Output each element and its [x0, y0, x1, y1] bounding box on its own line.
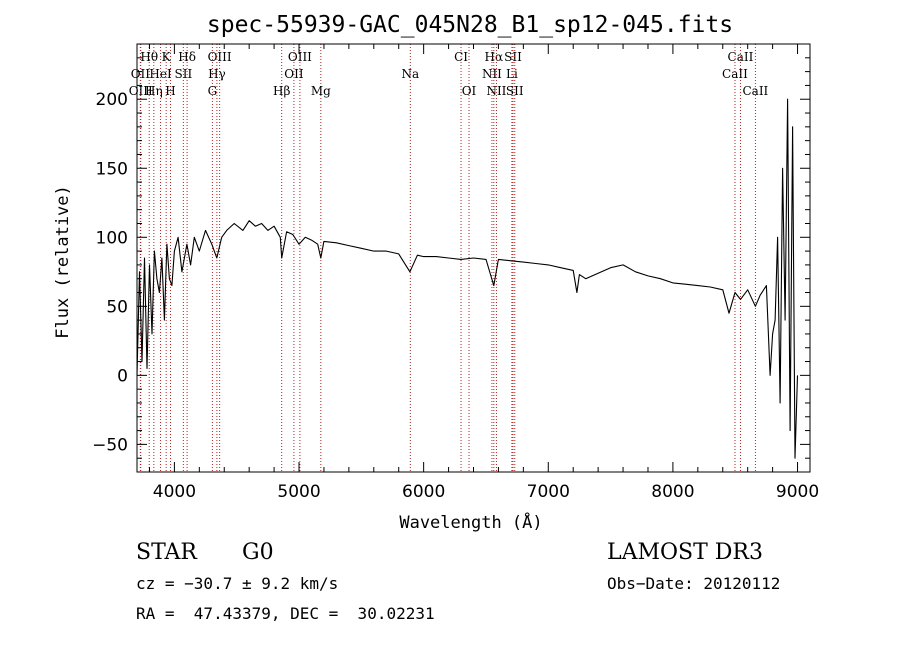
x-tick-label: 8000: [651, 482, 694, 502]
x-axis: 4000 5000 6000 7000 8000 9000: [148, 44, 819, 502]
line-label: Hδ: [178, 50, 196, 64]
y-tick-label: 100: [96, 228, 128, 248]
obs-date: Obs−Date: 20120112: [607, 574, 781, 593]
line-label: Hβ: [273, 84, 290, 98]
y-tick-label: 0: [117, 366, 128, 386]
line-label: CaII: [728, 50, 754, 64]
line-label: Hθ: [140, 50, 158, 64]
redshift-text: cz = −30.7 ± 9.2 km/s: [136, 574, 339, 593]
line-label: Mg: [311, 84, 331, 98]
y-tick-label: 150: [96, 159, 128, 179]
line-label: NII: [482, 67, 502, 81]
line-label: OIII: [288, 50, 312, 64]
line-label: G: [208, 84, 218, 98]
line-label: CI: [454, 50, 468, 64]
line-label: H: [165, 84, 175, 98]
line-label: Na: [401, 67, 419, 81]
line-label: SII: [175, 67, 193, 81]
line-label: Hα: [485, 50, 504, 64]
line-label: HeI: [149, 67, 172, 81]
x-tick-label: 9000: [776, 482, 819, 502]
line-label: OI: [462, 84, 477, 98]
line-label: OIII: [129, 84, 153, 98]
line-label: K: [162, 50, 172, 64]
line-label: NII: [486, 84, 506, 98]
line-label: Li: [506, 67, 518, 81]
x-axis-label: Wavelength (Å): [399, 511, 542, 533]
object-subclass: G0: [242, 540, 274, 565]
spectrum-line: [136, 98, 799, 459]
line-label: CaII: [742, 84, 768, 98]
y-tick-label: 200: [96, 90, 128, 110]
line-label: CaII: [722, 67, 748, 81]
coordinates: RA = 47.43379, DEC = 30.02231: [136, 604, 435, 623]
line-label: SII: [506, 84, 524, 98]
y-tick-label: 50: [106, 297, 128, 317]
object-class: STAR: [136, 540, 197, 565]
line-label: Hη: [145, 84, 163, 98]
y-axis-label: Flux (relative): [53, 185, 73, 339]
line-label: OIII: [208, 50, 232, 64]
y-axis: −50 0 50 100 150 200: [92, 43, 810, 459]
x-tick-label: 6000: [402, 482, 445, 502]
y-tick-label: −50: [92, 435, 128, 455]
line-label: Hγ: [208, 67, 226, 81]
chart-title: spec-55939-GAC_045N28_B1_sp12-045.fits: [207, 12, 733, 38]
x-tick-label: 4000: [153, 482, 196, 502]
x-tick-label: 7000: [527, 482, 570, 502]
line-label: OII: [284, 67, 304, 81]
survey-name: LAMOST DR3: [607, 540, 763, 565]
spectrum-series: [136, 98, 799, 459]
line-label: SII: [504, 50, 522, 64]
x-tick-label: 5000: [277, 482, 320, 502]
